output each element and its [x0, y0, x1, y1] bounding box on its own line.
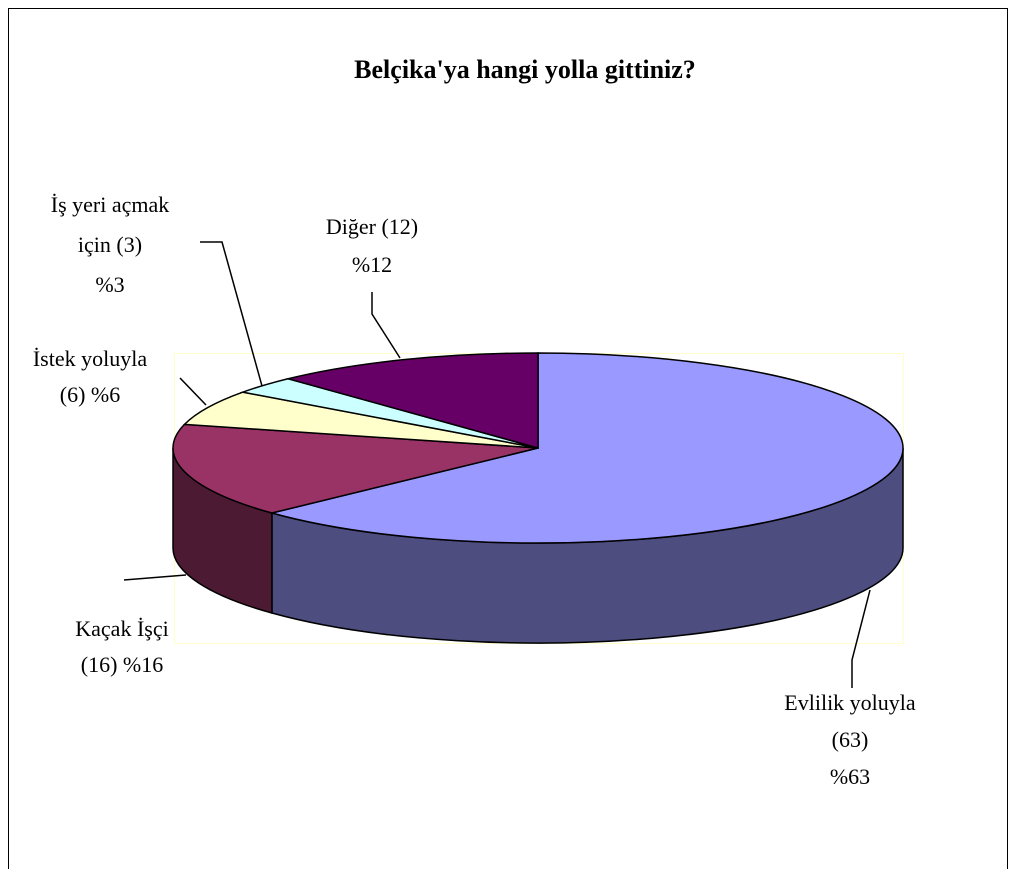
- data-label: İş yeri açmak: [51, 192, 170, 217]
- data-label: (16) %16: [81, 652, 163, 677]
- data-label: Diğer (12): [326, 214, 418, 239]
- data-label: Kaçak İşçi: [75, 616, 168, 641]
- leader-line: [123, 574, 187, 581]
- data-label: %3: [95, 272, 124, 297]
- data-label: (63): [832, 727, 869, 752]
- slice: [182, 391, 539, 449]
- data-label: İstek yoluyla: [33, 346, 147, 371]
- data-label: %63: [830, 764, 870, 789]
- slice: [172, 423, 539, 514]
- slice: [285, 352, 539, 449]
- leader-line: [200, 241, 263, 387]
- leader-line: [851, 589, 871, 688]
- data-label: %12: [352, 252, 392, 277]
- chart-title: Belçika'ya hangi yolla gittiniz?: [354, 55, 696, 84]
- data-label: (6) %6: [60, 382, 120, 407]
- slice: [268, 352, 904, 544]
- leader-line: [371, 292, 401, 359]
- leader-line: [179, 377, 207, 406]
- chart-frame: [8, 8, 1008, 869]
- data-label: için (3): [78, 232, 142, 257]
- data-label: Evlilik yoluyla: [784, 690, 916, 715]
